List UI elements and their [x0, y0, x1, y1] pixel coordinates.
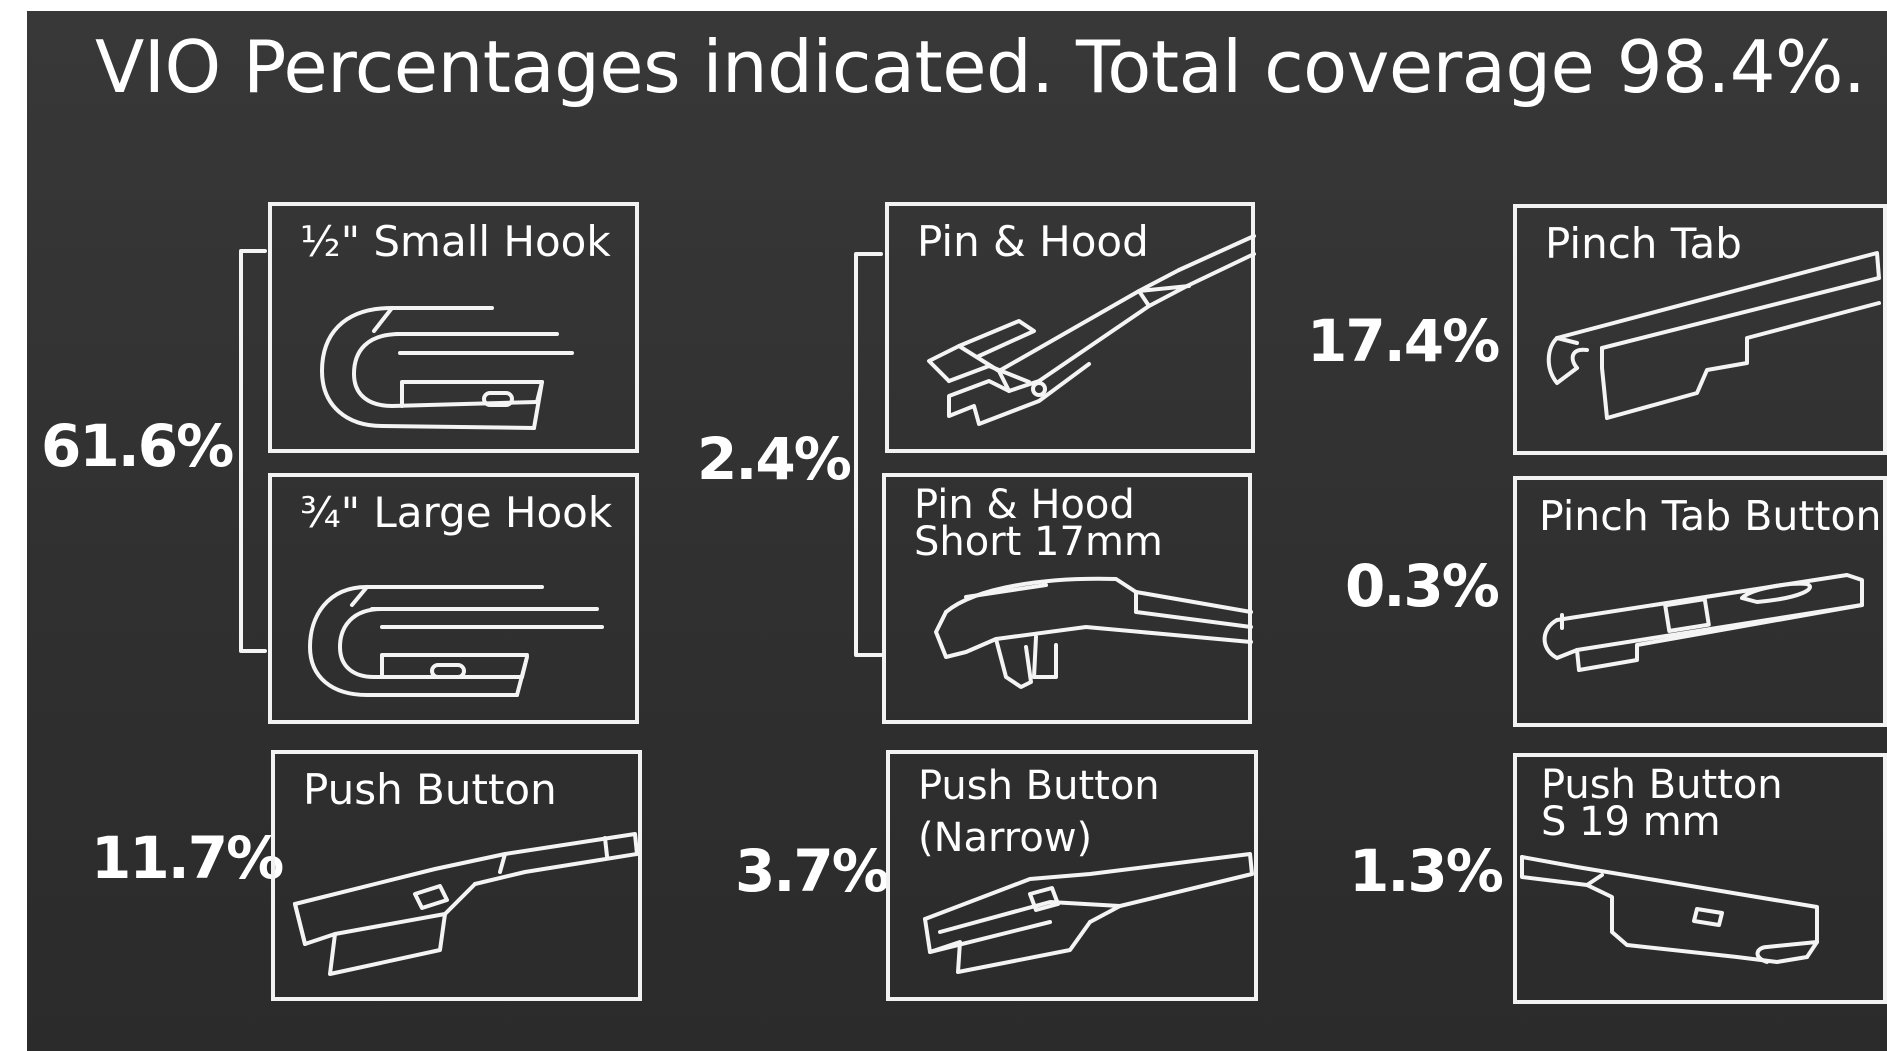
pin-hood-percentage: 2.4%: [697, 425, 852, 493]
pin-hood-label: Pin & Hood: [917, 217, 1149, 266]
group-brackets: [239, 249, 883, 657]
push-button-narrow-box: Push Button (Narrow): [886, 750, 1258, 1001]
push-button-narrow-label: Push Button (Narrow): [918, 760, 1160, 864]
large-hook-box: ¾" Large Hook: [268, 473, 639, 724]
push-button-narrow-percentage: 3.7%: [735, 837, 890, 905]
hooks-percentage: 61.6%: [41, 412, 234, 480]
pinch-tab-button-box: Pinch Tab Button: [1513, 476, 1887, 727]
push-button-connector-icon: [293, 832, 639, 976]
small-hook-label: ½" Small Hook: [300, 217, 611, 266]
pin-hood-short-box: Pin & Hood Short 17mm: [882, 473, 1253, 724]
push-button-narrow-connector-icon: [923, 852, 1254, 974]
small-hook-connector-icon: [320, 306, 574, 430]
large-hook-connector-icon: [308, 585, 604, 697]
pinch-tab-button-connector-icon: [1542, 573, 1864, 672]
pin-hood-short-connector-icon: [934, 576, 1253, 689]
pin-hood-box: Pin & Hood: [885, 202, 1256, 453]
pinch-tab-box: Pinch Tab: [1513, 204, 1887, 455]
pinch-tab-label: Pinch Tab: [1545, 219, 1742, 268]
pin-hood-short-label-line1: Pin & Hood: [914, 482, 1135, 528]
push-button-s19-box: Push Button S 19 mm: [1513, 753, 1887, 1004]
push-button-s19-label-line2: S 19 mm: [1541, 799, 1721, 845]
pin-hood-short-label: Pin & Hood Short 17mm: [914, 482, 1163, 565]
push-button-s19-label: Push Button S 19 mm: [1541, 762, 1783, 845]
push-button-s19-connector-icon: [1520, 855, 1819, 964]
push-button-narrow-label-line2: (Narrow): [918, 815, 1093, 861]
push-button-narrow-label-line1: Push Button: [918, 763, 1160, 809]
hooks-group-bracket: [239, 249, 267, 653]
diagram-panel: VIO Percentages indicated. Total coverag…: [27, 11, 1887, 1051]
push-button-s19-label-line1: Push Button: [1541, 762, 1783, 808]
pin-hood-short-label-line2: Short 17mm: [914, 519, 1163, 565]
pinch-tab-percentage: 17.4%: [1307, 307, 1500, 375]
pinch-tab-button-percentage: 0.3%: [1345, 552, 1500, 620]
small-hook-box: ½" Small Hook: [268, 202, 639, 453]
pin-hood-group-bracket: [854, 252, 883, 657]
push-button-box: Push Button: [271, 750, 642, 1001]
push-button-percentage: 11.7%: [91, 824, 284, 892]
pinch-tab-connector-icon: [1546, 251, 1881, 420]
pinch-tab-button-label: Pinch Tab Button: [1539, 492, 1882, 540]
pin-hood-connector-icon: [927, 234, 1256, 426]
push-button-s19-percentage: 1.3%: [1349, 837, 1504, 905]
large-hook-label: ¾" Large Hook: [300, 488, 613, 537]
push-button-label: Push Button: [303, 765, 557, 814]
page-title: VIO Percentages indicated. Total coverag…: [95, 25, 1866, 109]
